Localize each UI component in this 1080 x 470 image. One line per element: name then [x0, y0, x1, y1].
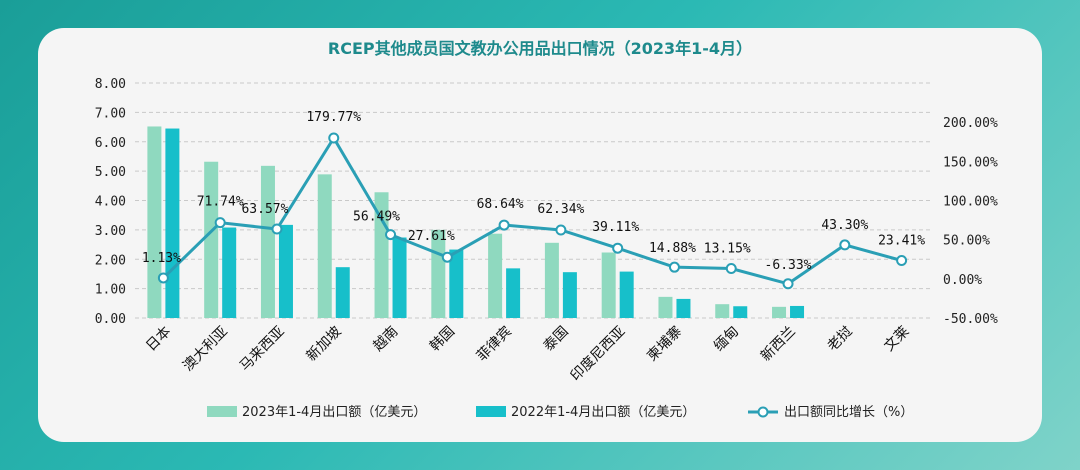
- legend-swatch-2022: [476, 406, 506, 417]
- left-tick-label: 8.00: [95, 77, 126, 92]
- bar-2022: [222, 227, 237, 318]
- bar-2022: [676, 298, 691, 318]
- growth-data-label: 68.64%: [477, 197, 524, 212]
- bar-2023: [658, 296, 673, 318]
- growth-data-label: 39.11%: [592, 220, 639, 235]
- growth-point: [668, 261, 680, 273]
- category-label: 马来西亚: [237, 324, 288, 375]
- growth-data-label: 63.57%: [241, 202, 288, 217]
- bar-2022: [506, 268, 521, 318]
- growth-point: [896, 254, 908, 266]
- growth-line: 1.13% 71.74%63.57% 179.77% 56.49% 27.61% 68.6…: [142, 110, 925, 290]
- left-tick-label: 4.00: [95, 195, 126, 210]
- category-label: 泰国: [541, 324, 572, 355]
- bar-2023: [260, 165, 275, 318]
- bar-2022: [449, 249, 464, 318]
- growth-point: [498, 219, 510, 231]
- bar-2022: [392, 237, 407, 318]
- left-tick-label: 7.00: [95, 106, 126, 121]
- bar-2022: [165, 128, 180, 318]
- bar-2022: [562, 272, 577, 318]
- growth-line-path: [162, 135, 903, 286]
- legend-label-2023: 2023年1-4月出口额（亿美元）: [242, 405, 426, 420]
- growth-data-label: -6.33%: [765, 258, 812, 273]
- legend-marker: [757, 406, 769, 418]
- left-tick-label: 2.00: [95, 253, 126, 268]
- growth-point: [271, 223, 283, 235]
- right-tick-label: 150.00%: [943, 155, 998, 170]
- bar-2022: [733, 306, 748, 318]
- bar-2022: [278, 224, 293, 318]
- category-label: 新加坡: [304, 324, 345, 365]
- growth-data-label: 13.15%: [704, 242, 751, 257]
- bars: [147, 126, 805, 318]
- bar-2023: [772, 306, 787, 318]
- growth-data-label: 56.49%: [353, 210, 400, 225]
- bar-2023: [601, 252, 616, 318]
- growth-point: [385, 229, 397, 241]
- category-label: 澳大利亚: [180, 324, 231, 375]
- bar-2023: [488, 233, 503, 318]
- growth-data-label: 43.30%: [821, 218, 868, 233]
- growth-point: [214, 217, 226, 229]
- growth-data-label: 71.74%: [197, 195, 244, 210]
- growth-point: [612, 242, 624, 254]
- left-tick-label: 1.00: [95, 283, 126, 298]
- right-tick-label: -50.00%: [943, 312, 998, 327]
- growth-data-label: 1.13%: [142, 251, 181, 266]
- bar-2023: [147, 126, 162, 318]
- bar-2022: [619, 271, 634, 318]
- growth-point: [328, 132, 340, 144]
- left-tick-label: 3.00: [95, 224, 126, 239]
- growth-data-label: 62.34%: [537, 202, 584, 217]
- growth-point: [441, 251, 453, 263]
- bar-2023: [715, 304, 730, 318]
- growth-point: [725, 263, 737, 275]
- legend-label-growth: 出口额同比增长（%）: [784, 405, 913, 420]
- growth-data-label: 179.77%: [306, 110, 361, 125]
- growth-point: [555, 224, 567, 236]
- growth-data-label: 14.88%: [649, 241, 696, 256]
- legend-swatch-2023: [207, 406, 237, 417]
- legend: 2023年1-4月出口额（亿美元） 2022年1-4月出口额（亿美元） 出口额同比增…: [207, 405, 913, 420]
- right-tick-label: 0.00%: [943, 273, 982, 288]
- right-tick-label: 50.00%: [943, 234, 990, 249]
- gridlines: [135, 82, 930, 319]
- category-label: 印度尼西亚: [568, 324, 629, 385]
- category-label: 柬埔寨: [644, 323, 686, 365]
- right-tick-label: 200.00%: [943, 116, 998, 131]
- growth-point: [782, 278, 794, 290]
- category-label: 菲律宾: [474, 324, 515, 365]
- growth-data-label: 27.61%: [408, 229, 455, 244]
- right-axis: -50.00% 0.00% 50.00% 100.00% 150.00% 200.00%: [943, 116, 998, 327]
- bar-2023: [544, 242, 559, 318]
- category-label: 韩国: [427, 324, 458, 355]
- category-label: 日本: [143, 324, 174, 355]
- category-label: 新西兰: [758, 324, 799, 365]
- left-tick-label: 0.00: [95, 312, 126, 327]
- bar-2022: [790, 305, 805, 318]
- growth-data-label: 23.41%: [878, 233, 925, 248]
- chart-title: RCEP其他成员国文教办公用品出口情况（2023年1-4月）: [328, 39, 752, 58]
- right-tick-label: 100.00%: [943, 195, 998, 210]
- bar-2023: [204, 161, 219, 318]
- legend-label-2022: 2022年1-4月出口额（亿美元）: [511, 405, 695, 420]
- category-label: 越南: [370, 324, 401, 355]
- left-axis: 0.00 1.00 2.00 3.00 4.00 5.00 6.00 7.00 8.00: [95, 77, 126, 327]
- category-label: 缅甸: [711, 324, 742, 355]
- category-label: 文莱: [881, 324, 912, 355]
- bar-2022: [335, 267, 350, 318]
- left-tick-label: 5.00: [95, 165, 126, 180]
- category-label: 老挝: [825, 324, 856, 355]
- growth-point: [157, 272, 169, 284]
- growth-point: [839, 239, 851, 251]
- left-tick-label: 6.00: [95, 136, 126, 151]
- bar-2023: [317, 174, 332, 318]
